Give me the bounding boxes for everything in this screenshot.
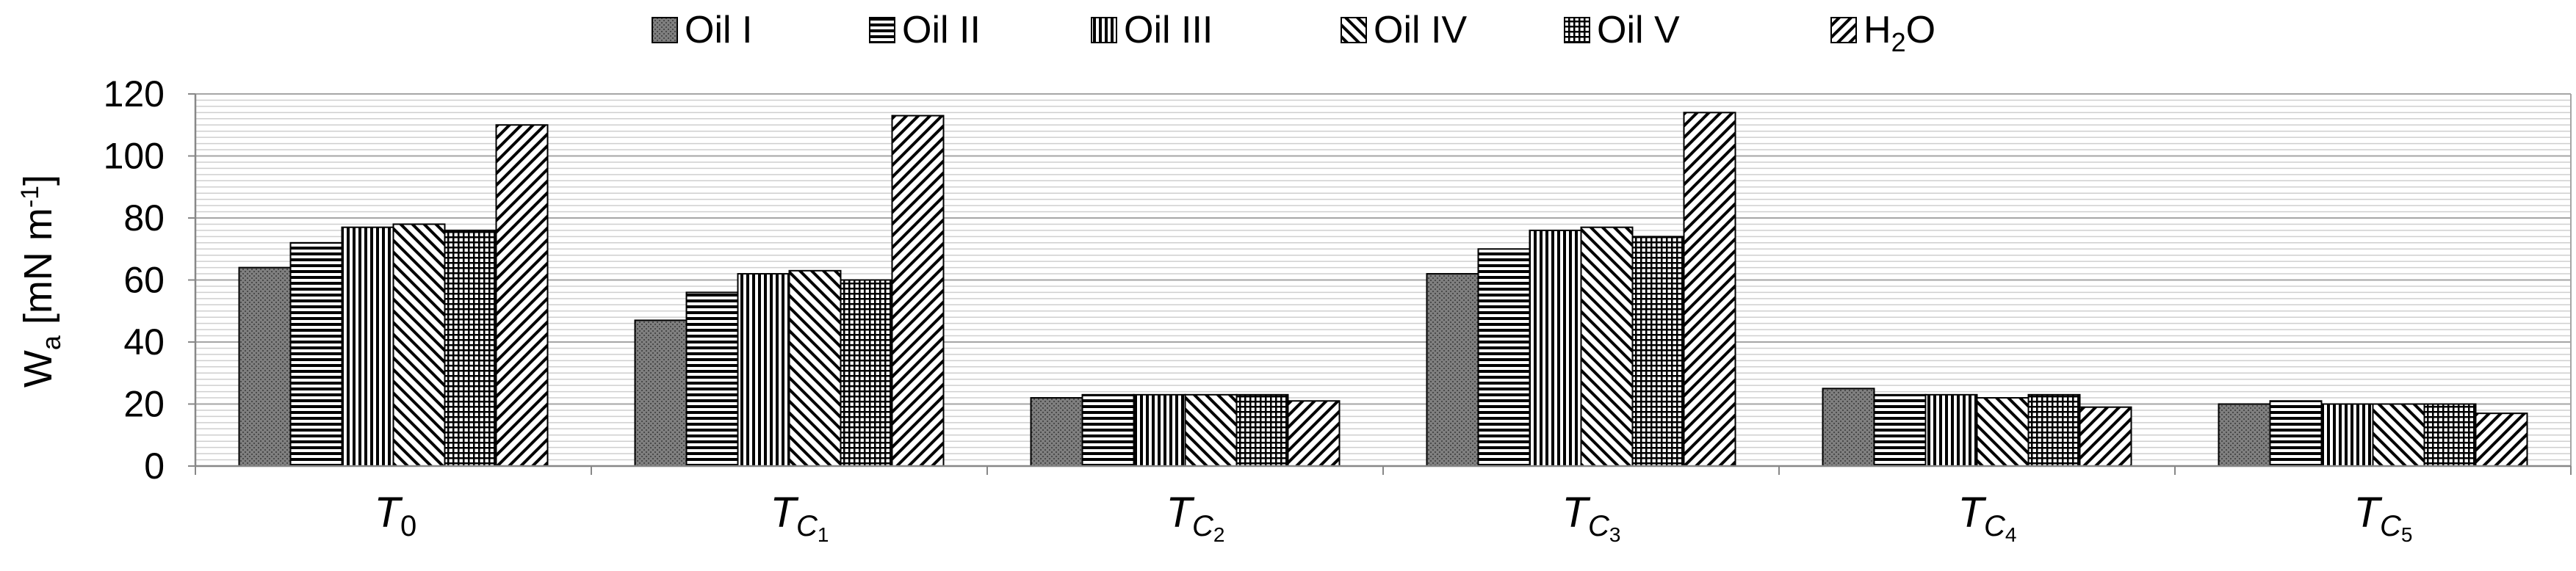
y-tick-label: 20 [123,384,165,425]
x-tick-label: TC4 [1958,489,2017,546]
bar-oil-v-tc5 [2423,403,2477,467]
y-tick-label: 100 [104,136,165,177]
bar-h2o-tc4 [2079,406,2132,467]
bar-oil-iii-tc3 [1529,229,1582,467]
legend-item-oil-ii: Oil II [869,9,981,51]
bar-oil-ii-tc3 [1477,248,1531,467]
bar-oil-iii-t0 [341,226,394,467]
bar-oil-iii-tc4 [1924,393,1978,468]
legend-item-oil-v: Oil V [1564,9,1680,51]
bar-oil-ii-tc2 [1081,393,1135,468]
legend-label: Oil IV [1374,9,1467,51]
bar-oil-ii-tc4 [1873,393,1927,468]
bar-h2o-t0 [495,124,549,467]
x-tick-label: T0 [375,489,417,542]
bar-oil-i-tc3 [1426,273,1479,467]
bar-oil-i-tc2 [1030,397,1083,467]
legend-swatch [1341,17,1367,43]
gridlines [195,93,2572,466]
bar-oil-iii-tc2 [1133,393,1186,468]
bar-oil-v-tc2 [1235,393,1289,468]
bar-oil-v-t0 [444,229,497,467]
legend-swatch [1830,17,1857,43]
bar-oil-iv-tc3 [1580,226,1634,467]
bar-oil-v-tc3 [1631,236,1685,467]
legend-swatch [1091,17,1117,43]
bar-oil-iii-tc5 [2320,403,2374,467]
legend-swatch [1564,17,1590,43]
bar-oil-ii-t0 [289,241,343,467]
bar-h2o-tc5 [2475,412,2528,467]
bar-oil-iii-tc1 [737,273,790,467]
legend-label: Oil III [1124,9,1213,51]
y-axis-title: Wa [mN m-1] [16,175,66,388]
bar-h2o-tc3 [1683,112,1736,467]
bar-oil-iv-tc2 [1184,393,1238,468]
bar-oil-v-tc1 [840,279,893,467]
legend-label: Oil V [1597,9,1680,51]
bar-oil-iv-tc5 [2372,403,2425,467]
bar-h2o-tc1 [891,114,945,467]
bar-oil-i-tc1 [634,319,688,467]
legend-item-h2o: H2O [1830,9,1935,57]
axes: 0 20 40 60 80 100 120 T0 TC1 TC2 TC3 TC4 TC5 Wa [mN m… [16,73,2572,546]
bar-oil-i-tc5 [2218,403,2271,467]
legend-label: Oil I [685,9,752,51]
bar-oil-iv-tc1 [788,269,842,467]
x-tick-label: TC1 [771,489,829,546]
x-tick-label: TC3 [1562,489,1621,546]
x-tick-label: TC2 [1166,489,1225,546]
bar-h2o-tc2 [1287,400,1341,468]
bars [238,112,2528,468]
y-tick-label: 120 [104,73,165,114]
y-tick-label: 0 [144,445,165,487]
legend: Oil I Oil II Oil III Oil IV Oil V H2O [652,9,1935,57]
bar-oil-v-tc4 [2027,393,2081,468]
legend-label: Oil II [902,9,981,51]
bar-oil-iv-t0 [392,223,446,467]
x-tick-label: TC5 [2354,489,2413,546]
legend-swatch [652,17,678,43]
legend-item-oil-i: Oil I [652,9,752,51]
bar-oil-ii-tc1 [685,291,739,467]
bar-oil-i-t0 [238,266,292,467]
bar-oil-iv-tc4 [1976,397,2030,467]
legend-label: H2O [1864,9,1935,57]
y-tick-label: 40 [123,321,165,363]
legend-item-oil-iii: Oil III [1091,9,1213,51]
bar-oil-i-tc4 [1822,388,1875,467]
bar-oil-ii-tc5 [2269,400,2323,468]
y-tick-label: 60 [123,260,165,301]
legend-item-oil-iv: Oil IV [1341,9,1467,51]
legend-swatch [869,17,895,43]
y-tick-label: 80 [123,197,165,239]
